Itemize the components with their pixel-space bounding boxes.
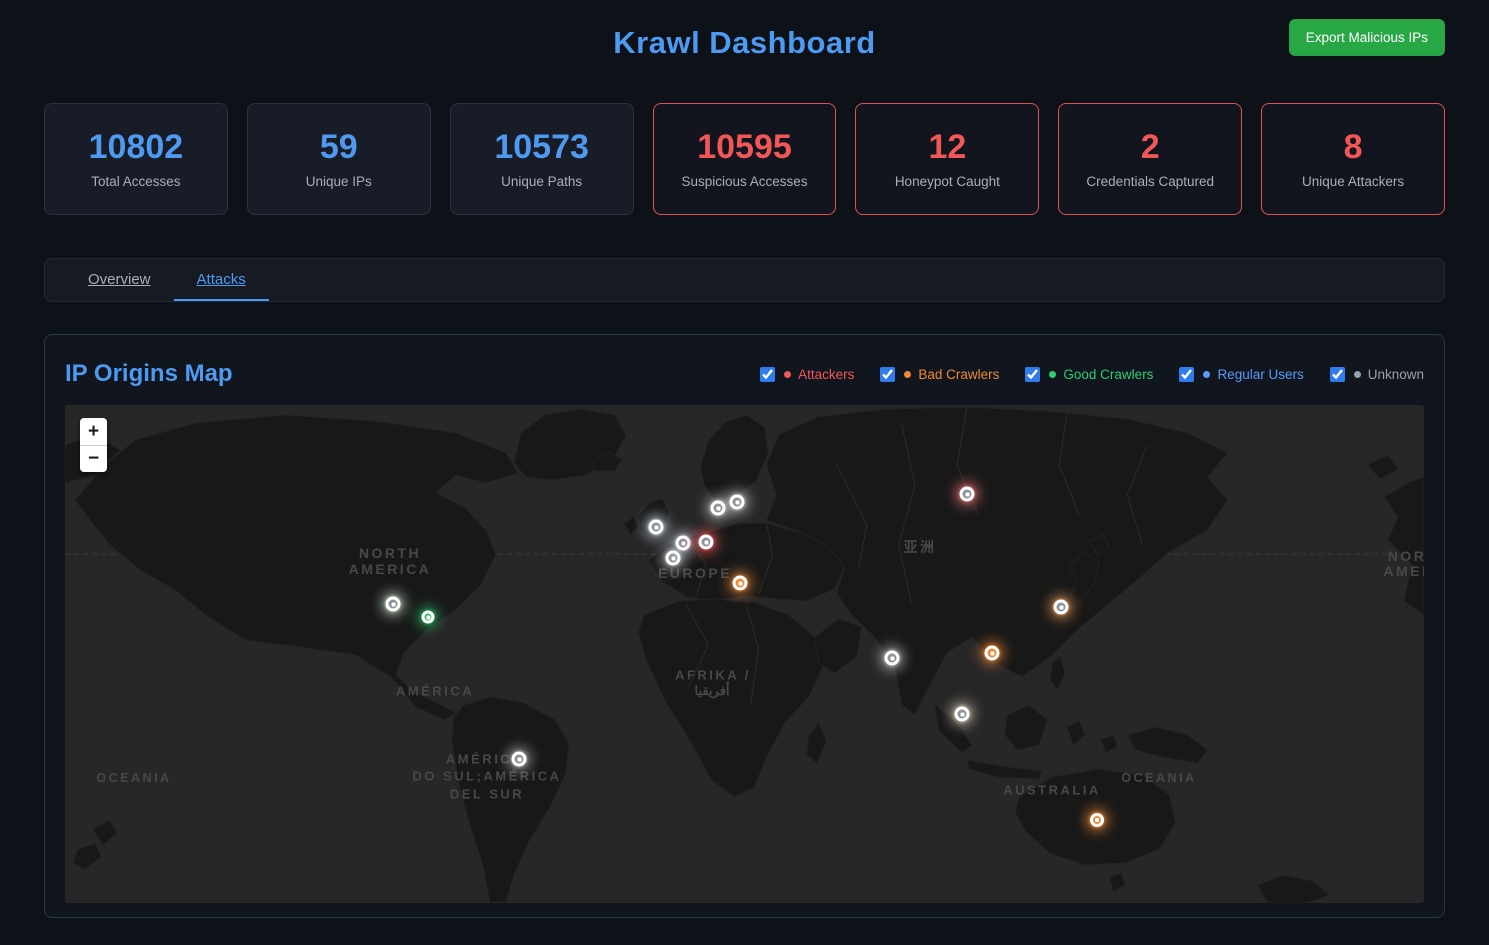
map-marker[interactable] (954, 706, 970, 722)
tab-bar: Overview Attacks (44, 258, 1445, 302)
stat-card: 8 Unique Attackers (1261, 103, 1445, 215)
zoom-in-button[interactable]: + (87, 420, 100, 442)
world-map-graphic (65, 406, 1424, 903)
legend-dot-icon (1203, 370, 1211, 378)
legend-label: Attackers (798, 366, 855, 382)
stat-label: Unique Paths (501, 173, 583, 189)
marker-center-dot-icon (965, 492, 969, 496)
stat-label: Suspicious Accesses (681, 173, 808, 189)
map-marker[interactable] (675, 535, 691, 551)
marker-center-dot-icon (1095, 818, 1099, 822)
map-marker[interactable] (1090, 813, 1104, 827)
stat-value: 10595 (697, 127, 792, 166)
legend-item[interactable]: Good Crawlers (1025, 366, 1154, 382)
legend-dot-icon (1353, 370, 1361, 378)
ip-origins-map-panel: IP Origins Map Attackers Bad Crawlers (44, 334, 1445, 918)
marker-center-dot-icon (1059, 605, 1063, 609)
map-marker[interactable] (884, 650, 900, 666)
legend-dot-icon (904, 370, 912, 378)
legend-label: Good Crawlers (1063, 366, 1154, 382)
map-legend: Attackers Bad Crawlers Good Crawlers (760, 366, 1424, 382)
legend-dot-icon (1049, 370, 1057, 378)
marker-center-dot-icon (738, 581, 742, 585)
marker-center-dot-icon (517, 757, 521, 761)
legend-checkbox[interactable] (760, 366, 776, 382)
tab[interactable]: Overview (88, 270, 151, 288)
marker-center-dot-icon (960, 712, 964, 716)
stat-label: Unique Attackers (1302, 173, 1405, 189)
legend-label: Unknown (1367, 366, 1424, 382)
legend-checkbox[interactable] (1329, 366, 1345, 382)
stat-value: 8 (1343, 127, 1363, 166)
stats-row: 10802 Total Accesses 59 Unique IPs 10573… (44, 103, 1445, 215)
map-panel-title: IP Origins Map (65, 360, 233, 387)
map-marker[interactable] (421, 610, 435, 624)
legend-dot-icon (784, 370, 792, 378)
map-marker[interactable] (732, 575, 748, 591)
map-marker[interactable] (698, 534, 714, 550)
stat-card: 12 Honeypot Caught (855, 103, 1040, 215)
page-title: Krawl Dashboard (613, 25, 876, 60)
legend-item[interactable]: Regular Users (1179, 366, 1304, 382)
legend-item[interactable]: Unknown (1329, 366, 1424, 382)
world-map[interactable]: + − NORTH AMERICA AMÉRICA AMÉRICA DO SUL;AMÉ… (65, 405, 1424, 903)
stat-value: 12 (928, 127, 967, 166)
export-malicious-ips-button[interactable]: Export Malicious IPs (1288, 19, 1445, 56)
stat-card: 10595 Suspicious Accesses (652, 103, 837, 215)
stat-card: 10802 Total Accesses (44, 103, 228, 215)
legend-checkbox[interactable] (1179, 366, 1195, 382)
marker-center-dot-icon (716, 506, 720, 510)
stat-value: 2 (1140, 127, 1160, 166)
stat-card: 10573 Unique Paths (449, 103, 634, 215)
zoom-out-button[interactable]: − (80, 445, 107, 472)
map-marker[interactable] (729, 494, 745, 510)
map-panel-header: IP Origins Map Attackers Bad Crawlers (65, 357, 1424, 391)
map-marker[interactable] (1053, 599, 1069, 615)
stat-card: 59 Unique IPs (246, 103, 431, 215)
map-zoom-control: + − (80, 418, 107, 472)
stat-card: 2 Credentials Captured (1058, 103, 1243, 215)
marker-center-dot-icon (890, 656, 894, 660)
marker-center-dot-icon (990, 651, 994, 655)
stat-value: 10573 (494, 127, 589, 166)
tab[interactable]: Attacks (173, 259, 269, 301)
marker-center-dot-icon (426, 615, 430, 619)
marker-center-dot-icon (681, 541, 685, 545)
map-marker[interactable] (648, 519, 664, 535)
stat-label: Total Accesses (91, 173, 181, 189)
stat-value: 10802 (88, 127, 184, 166)
legend-label: Bad Crawlers (918, 366, 1000, 382)
stat-label: Unique IPs (305, 173, 372, 189)
legend-checkbox[interactable] (880, 366, 896, 382)
marker-center-dot-icon (704, 540, 708, 544)
stat-value: 59 (319, 127, 358, 166)
marker-center-dot-icon (391, 602, 395, 606)
legend-item[interactable]: Attackers (760, 366, 855, 382)
stat-label: Honeypot Caught (894, 173, 1000, 189)
legend-checkbox[interactable] (1025, 366, 1041, 382)
header: Krawl Dashboard Export Malicious IPs (44, 0, 1445, 103)
legend-item[interactable]: Bad Crawlers (880, 366, 1000, 382)
map-marker[interactable] (959, 486, 975, 502)
map-marker[interactable] (511, 751, 527, 767)
stat-label: Credentials Captured (1086, 173, 1214, 189)
map-marker[interactable] (385, 596, 401, 612)
marker-center-dot-icon (654, 525, 658, 529)
marker-center-dot-icon (735, 500, 739, 504)
map-marker[interactable] (665, 550, 681, 566)
marker-center-dot-icon (671, 556, 675, 560)
map-marker[interactable] (984, 645, 1000, 661)
map-marker[interactable] (710, 500, 726, 516)
legend-label: Regular Users (1217, 366, 1304, 382)
